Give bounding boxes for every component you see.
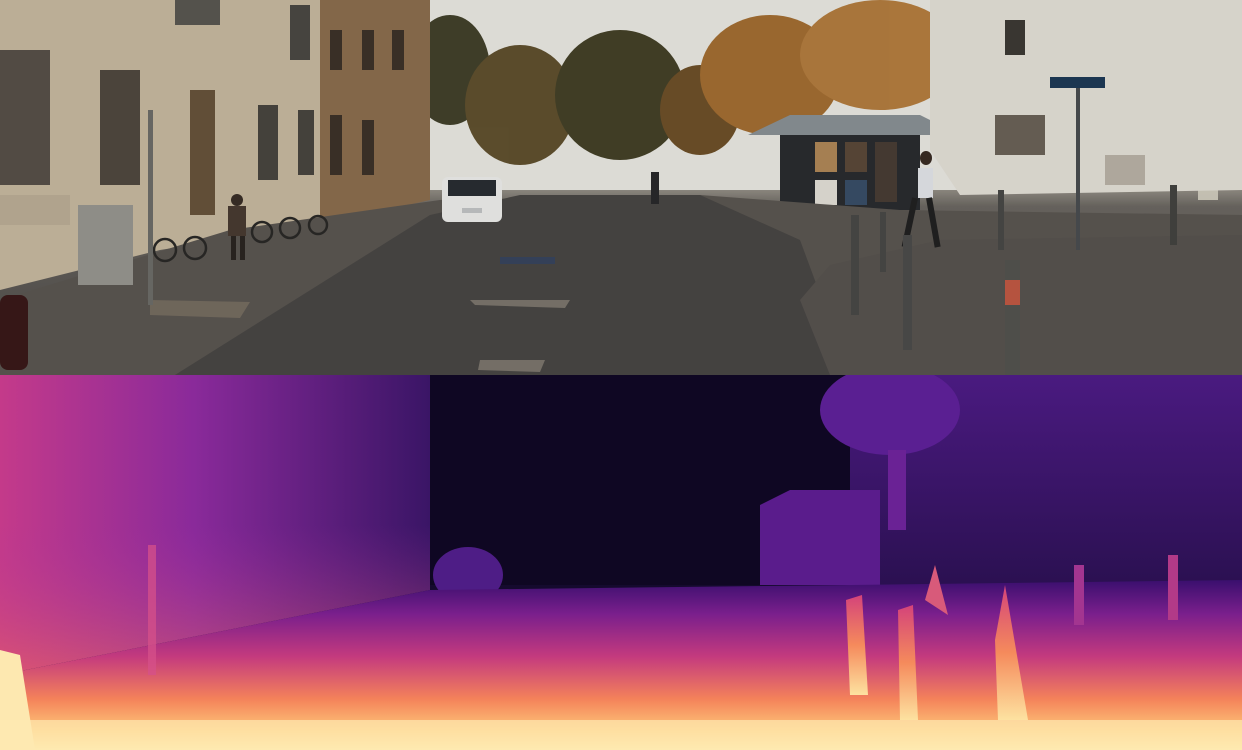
pedestrian-far bbox=[651, 172, 659, 204]
pole-left bbox=[148, 110, 153, 305]
sign-pole bbox=[1076, 85, 1080, 250]
kiosk bbox=[748, 115, 930, 210]
utility-box bbox=[78, 205, 133, 285]
bicycles bbox=[152, 214, 329, 263]
street-scene bbox=[0, 0, 1242, 375]
white-van bbox=[442, 177, 502, 222]
pedestrian-left bbox=[228, 194, 246, 260]
street-sign bbox=[1050, 77, 1105, 88]
depth-bollard bbox=[995, 585, 1028, 720]
manhole bbox=[500, 257, 555, 264]
pedestrian-right bbox=[901, 151, 941, 248]
depth-van bbox=[433, 547, 503, 603]
depth-kiosk bbox=[760, 490, 880, 585]
depth-ground bbox=[0, 580, 1242, 750]
street-photo bbox=[0, 0, 1242, 375]
depth-shapes bbox=[0, 375, 1242, 750]
depth-bollard bbox=[898, 605, 918, 720]
parked-car bbox=[0, 295, 28, 370]
road bbox=[175, 195, 850, 375]
depth-map bbox=[0, 375, 1242, 750]
depth-bollard bbox=[846, 595, 868, 695]
depth-pedestrian bbox=[925, 565, 948, 615]
depth-tree-blob bbox=[820, 375, 960, 455]
bollards bbox=[851, 185, 1177, 375]
